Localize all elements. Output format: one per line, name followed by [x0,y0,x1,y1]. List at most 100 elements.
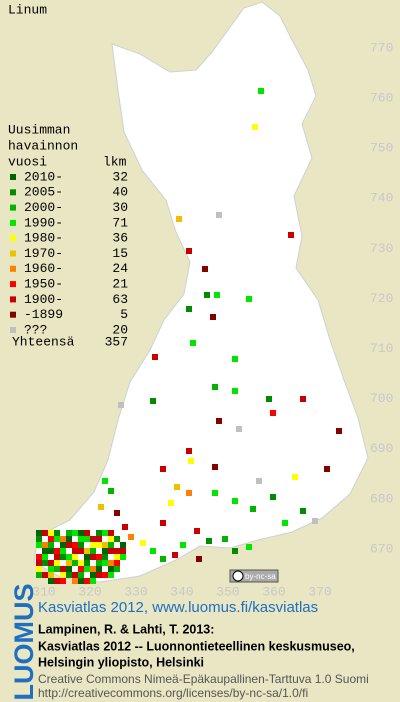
legend-label: 1970- [24,246,63,261]
obs-square [150,398,156,404]
obs-square [160,556,166,562]
obs-square [66,560,72,566]
license-url[interactable]: http://creativecommons.org/licenses/by-n… [38,686,308,700]
legend-label: ??? [24,322,47,337]
northing-label: 740 [370,191,393,206]
obs-square [96,530,102,536]
obs-square [210,314,216,320]
obs-square [36,554,42,560]
obs-square [204,292,210,298]
obs-square [72,548,78,554]
easting-label: 330 [124,584,147,599]
obs-square [78,548,84,554]
atlas-link[interactable]: Kasviatlas 2012, www.luomus.fi/kasviatla… [38,599,318,616]
obs-square [48,548,54,554]
obs-square [212,464,218,470]
finland-outline [33,1,369,583]
obs-square [90,554,96,560]
obs-square [72,560,78,566]
obs-square [42,560,48,566]
obs-square [160,466,166,472]
obs-square [36,530,42,536]
obs-square [174,484,180,490]
obs-square [114,548,120,554]
obs-square [120,554,126,560]
obs-square [78,536,84,542]
obs-square [300,396,306,402]
obs-square [48,530,54,536]
legend-count: 32 [112,169,128,184]
northing-label: 700 [370,391,393,406]
legend-total-label: Yhteensä [12,334,75,349]
obs-square [160,520,166,526]
obs-square [90,578,96,584]
obs-square [54,530,60,536]
obs-square [108,542,114,548]
obs-square [114,510,120,516]
obs-square [48,542,54,548]
obs-square [48,536,54,542]
obs-square [42,554,48,560]
obs-square [114,560,120,566]
obs-square [60,578,66,584]
obs-square [54,578,60,584]
obs-square [102,530,108,536]
obs-square [292,474,298,480]
legend-swatch [10,174,16,180]
northing-label: 690 [370,441,393,456]
legend-label: 2010- [24,169,63,184]
northing-label: 680 [370,491,393,506]
obs-square [72,572,78,578]
obs-square [42,530,48,536]
legend-count: 15 [112,246,128,261]
obs-square [78,560,84,566]
legend-label: -1899 [24,307,63,322]
obs-square [78,530,84,536]
obs-square [102,560,108,566]
legend-swatch [10,296,16,303]
obs-square [120,548,126,554]
obs-square [258,88,264,94]
obs-square [102,542,108,548]
obs-square [212,384,218,390]
obs-square [78,572,84,578]
obs-square [78,578,84,584]
northing-label: 760 [370,91,393,106]
obs-square [324,466,330,472]
obs-square [102,548,108,554]
legend-swatch [10,281,16,288]
license-badge: by-nc-sa [229,569,279,583]
obs-square [152,354,158,360]
legend-label: 2000- [24,200,63,215]
legend-count: 24 [112,261,128,276]
legend-heading: havainnon [8,138,78,153]
obs-square [96,572,102,578]
obs-square [150,548,156,554]
easting-label: 370 [308,584,331,599]
obs-square [36,566,42,572]
obs-square [180,542,186,548]
obs-square [250,506,256,512]
obs-square [236,426,242,432]
legend-total: 357 [105,334,128,349]
obs-square [60,572,66,578]
obs-square [42,548,48,554]
obs-square [90,548,96,554]
obs-square [42,542,48,548]
legend-swatch [10,189,16,196]
obs-square [232,548,238,554]
map-title: Linum [8,2,47,17]
obs-square [54,548,60,554]
obs-square [66,554,72,560]
obs-square [246,544,252,550]
obs-square [232,356,238,362]
northing-label: 720 [370,291,393,306]
legend-swatch [10,265,16,272]
obs-square [252,124,258,130]
obs-square [114,536,120,542]
obs-square [54,566,60,572]
obs-square [232,498,238,504]
easting-label: 350 [216,584,239,599]
obs-square [168,500,174,506]
obs-square [36,536,42,542]
